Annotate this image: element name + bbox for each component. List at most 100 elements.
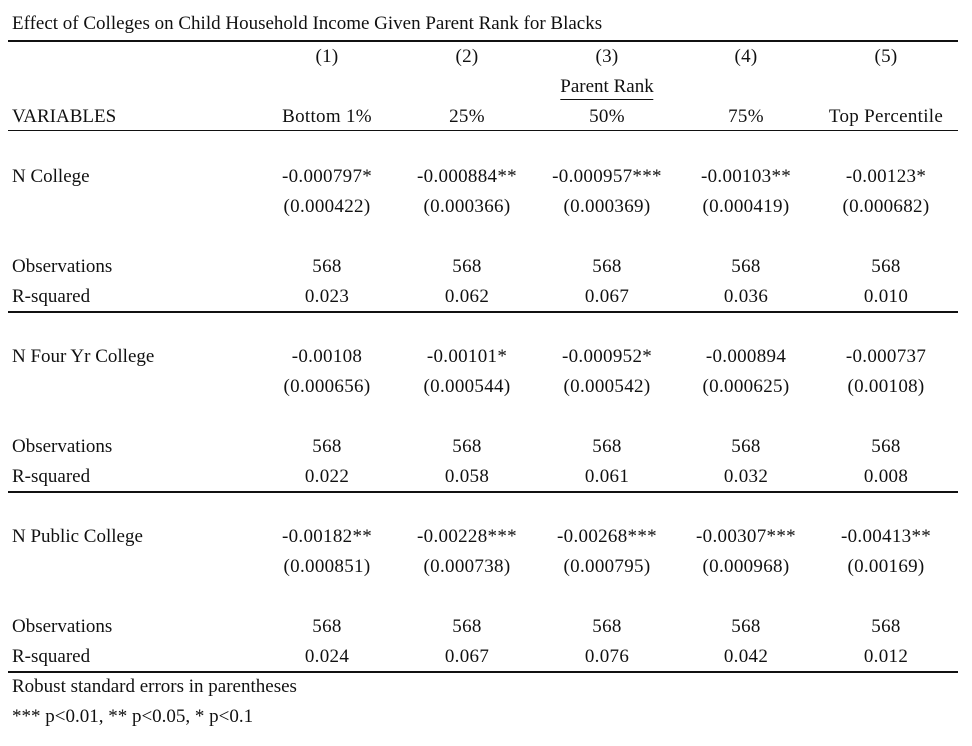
std-error-value: (0.00169) — [847, 556, 925, 577]
column-number-value: (4) — [734, 46, 758, 67]
coefficient-value: -0.00103** — [700, 166, 792, 187]
bottom-rule — [8, 671, 958, 673]
column-label-value: 75% — [728, 106, 764, 127]
observations-value: 568 — [452, 256, 482, 277]
observations-value: 568 — [312, 436, 342, 457]
observations-value: 568 — [312, 616, 342, 637]
observations-value: 568 — [871, 256, 901, 277]
observations-value: 568 — [871, 616, 901, 637]
std-error-value: (0.000738) — [423, 556, 511, 577]
r-squared-row-label: R-squared — [12, 286, 91, 307]
r-squared-value: 0.067 — [584, 286, 630, 307]
r-squared-value: 0.062 — [444, 286, 490, 307]
std-error-row: (0.000851) (0.000738) (0.000795) (0.000968)… — [0, 556, 972, 580]
r-squared-row-label: R-squared — [12, 466, 91, 487]
r-squared-value: 0.036 — [723, 286, 769, 307]
coefficient-row: N College -0.000797* -0.000884** -0.000957*… — [0, 166, 972, 190]
observations-row: Observations 568 568 568 568 568 — [0, 436, 972, 460]
observations-value: 568 — [452, 616, 482, 637]
table-title: Effect of Colleges on Child Household In… — [12, 13, 603, 34]
coefficient-value: -0.000884** — [417, 166, 517, 187]
std-error-value: (0.000542) — [563, 376, 651, 397]
coefficient-row: N Four Yr College -0.00108 -0.00101* -0.000… — [0, 346, 972, 370]
r-squared-value: 0.008 — [863, 466, 909, 487]
spanner-label: Parent Rank — [560, 76, 654, 100]
coefficient-value: -0.00108 — [291, 346, 363, 367]
observations-value: 568 — [452, 436, 482, 457]
std-error-value: (0.000422) — [283, 196, 371, 217]
std-error-value: (0.000369) — [563, 196, 651, 217]
column-label-value: Top Percentile — [828, 106, 944, 127]
coefficient-row: N Public College -0.00182** -0.00228*** -0.… — [0, 526, 972, 550]
note-robust-se: Robust standard errors in parentheses — [12, 676, 297, 697]
observations-row-label: Observations — [12, 256, 113, 277]
coefficient-value: -0.00123* — [845, 166, 927, 187]
observations-row: Observations 568 568 568 568 568 — [0, 256, 972, 280]
coefficient-row-label: N Four Yr College — [12, 346, 155, 367]
header-rule — [8, 130, 958, 131]
r-squared-value: 0.012 — [863, 646, 909, 667]
panel-separator-rule — [8, 491, 958, 493]
coefficient-value: -0.000957*** — [552, 166, 662, 187]
r-squared-row-label: R-squared — [12, 646, 91, 667]
observations-row-label: Observations — [12, 436, 113, 457]
column-labels-row: VARIABLES Bottom 1% 25% 50% 75% Top Percentil… — [0, 106, 972, 130]
coefficient-value: -0.00413** — [840, 526, 932, 547]
column-label-value: 25% — [449, 106, 485, 127]
std-error-value: (0.000795) — [563, 556, 651, 577]
observations-value: 568 — [731, 436, 761, 457]
coefficient-row-label: N Public College — [12, 526, 143, 547]
coefficient-value: -0.00268*** — [557, 526, 657, 547]
r-squared-value: 0.022 — [304, 466, 350, 487]
std-error-value: (0.000366) — [423, 196, 511, 217]
std-error-value: (0.000968) — [702, 556, 790, 577]
r-squared-value: 0.042 — [723, 646, 769, 667]
coefficient-value: -0.00307*** — [696, 526, 796, 547]
r-squared-value: 0.010 — [863, 286, 909, 307]
r-squared-value: 0.024 — [304, 646, 350, 667]
coefficient-value: -0.00228*** — [417, 526, 517, 547]
r-squared-value: 0.067 — [444, 646, 490, 667]
r-squared-value: 0.058 — [444, 466, 490, 487]
coefficient-value: -0.000797* — [281, 166, 373, 187]
r-squared-value: 0.023 — [304, 286, 350, 307]
observations-row-label: Observations — [12, 616, 113, 637]
note-significance: *** p<0.01, ** p<0.05, * p<0.1 — [12, 706, 254, 727]
std-error-value: (0.000656) — [283, 376, 371, 397]
r-squared-value: 0.061 — [584, 466, 630, 487]
coefficient-value: -0.000894 — [705, 346, 787, 367]
top-rule — [8, 40, 958, 42]
r-squared-value: 0.032 — [723, 466, 769, 487]
observations-value: 568 — [871, 436, 901, 457]
column-label-value: Bottom 1% — [282, 106, 372, 127]
r-squared-row: R-squared 0.023 0.062 0.067 0.036 0.010 — [0, 286, 972, 310]
coefficient-value: -0.000737 — [845, 346, 927, 367]
r-squared-value: 0.076 — [584, 646, 630, 667]
std-error-value: (0.000682) — [842, 196, 930, 217]
std-error-row: (0.000656) (0.000544) (0.000542) (0.000625)… — [0, 376, 972, 400]
coefficient-value: -0.00182** — [281, 526, 373, 547]
coefficient-value: -0.000952* — [561, 346, 653, 367]
column-number-value: (5) — [874, 46, 898, 67]
column-numbers-row: (1) (2) (3) (4) (5) — [0, 46, 972, 70]
column-number-value: (2) — [455, 46, 479, 67]
observations-value: 568 — [592, 616, 622, 637]
std-error-value: (0.00108) — [847, 376, 925, 397]
std-error-value: (0.000419) — [702, 196, 790, 217]
column-label-value: 50% — [589, 106, 625, 127]
column-number-value: (1) — [315, 46, 339, 67]
std-error-value: (0.000544) — [423, 376, 511, 397]
r-squared-row: R-squared 0.024 0.067 0.076 0.042 0.012 — [0, 646, 972, 670]
coefficient-row-label: N College — [12, 166, 90, 187]
std-error-value: (0.000625) — [702, 376, 790, 397]
std-error-row: (0.000422) (0.000366) (0.000369) (0.000419)… — [0, 196, 972, 220]
column-number-value: (3) — [595, 46, 619, 67]
observations-value: 568 — [312, 256, 342, 277]
observations-value: 568 — [592, 436, 622, 457]
r-squared-row: R-squared 0.022 0.058 0.061 0.032 0.008 — [0, 466, 972, 490]
std-error-value: (0.000851) — [283, 556, 371, 577]
observations-row: Observations 568 568 568 568 568 — [0, 616, 972, 640]
observations-value: 568 — [731, 256, 761, 277]
coefficient-value: -0.00101* — [426, 346, 508, 367]
observations-value: 568 — [592, 256, 622, 277]
